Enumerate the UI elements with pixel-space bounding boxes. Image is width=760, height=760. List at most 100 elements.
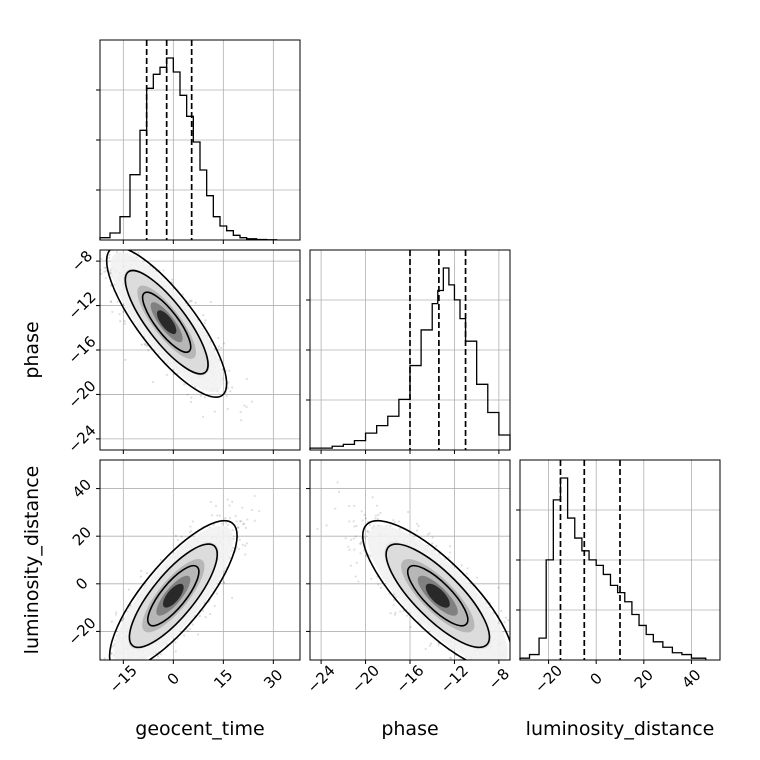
scatter-point bbox=[174, 534, 177, 537]
scatter-point bbox=[232, 537, 235, 540]
histogram-step-phase bbox=[309, 267, 511, 450]
scatter-point bbox=[374, 514, 377, 517]
scatter-point bbox=[237, 526, 240, 529]
scatter-point bbox=[224, 516, 227, 520]
scatter-point bbox=[189, 525, 192, 528]
scatter-point bbox=[374, 517, 377, 520]
scatter-point bbox=[188, 301, 191, 304]
scatter-point bbox=[109, 300, 113, 304]
scatter-point bbox=[348, 504, 351, 508]
scatter-point bbox=[204, 615, 207, 619]
scatter-point bbox=[187, 629, 190, 632]
scatter-point bbox=[105, 269, 108, 272]
scatter-point bbox=[242, 522, 246, 525]
scatter-point bbox=[492, 612, 495, 615]
scatter-panel-phase-vs-luminosity-distance bbox=[306, 459, 511, 664]
scatter-point bbox=[449, 551, 452, 554]
scatter-point bbox=[466, 572, 469, 575]
scatter-point bbox=[377, 583, 380, 586]
scatter-point bbox=[225, 394, 228, 398]
scatter-point bbox=[393, 521, 396, 524]
scatter-point bbox=[348, 520, 351, 523]
scatter-point bbox=[174, 641, 177, 644]
scatter-point bbox=[371, 496, 374, 499]
scatter-point bbox=[448, 656, 452, 659]
scatter-point bbox=[162, 269, 165, 272]
contour-line bbox=[128, 543, 219, 649]
contour-line bbox=[141, 291, 192, 354]
scatter-point bbox=[360, 510, 363, 513]
scatter-point bbox=[372, 525, 376, 528]
panel-frame bbox=[99, 249, 301, 451]
scatter-point bbox=[215, 592, 218, 595]
scatter-point bbox=[426, 533, 429, 536]
scatter-point bbox=[114, 613, 117, 616]
scatter-point bbox=[222, 580, 225, 583]
scatter-point bbox=[220, 346, 223, 349]
scatter-point bbox=[217, 336, 220, 340]
scatter-point bbox=[238, 547, 241, 551]
scatter-point bbox=[201, 609, 205, 613]
scatter-point bbox=[191, 520, 194, 523]
scatter-point bbox=[190, 401, 193, 404]
scatter-point bbox=[349, 564, 352, 567]
scatter-point bbox=[389, 612, 392, 615]
scatter-point bbox=[110, 652, 113, 655]
scatter-point bbox=[235, 520, 238, 523]
scatter-point bbox=[359, 542, 362, 545]
scatter-point bbox=[353, 525, 356, 528]
scatter-point bbox=[208, 612, 212, 616]
scatter-point bbox=[393, 613, 397, 616]
scatter-point bbox=[399, 610, 402, 613]
scatter-point bbox=[104, 277, 107, 280]
scatter-point bbox=[116, 300, 119, 303]
scatter-point bbox=[140, 569, 143, 573]
scatter-point bbox=[415, 522, 419, 526]
scatter-point bbox=[229, 557, 232, 560]
scatter-point bbox=[392, 603, 395, 607]
scatter-panel-geocent-time-vs-phase bbox=[96, 249, 301, 454]
scatter-point bbox=[214, 504, 218, 507]
scatter-point bbox=[450, 657, 453, 660]
scatter-point bbox=[147, 349, 150, 352]
scatter-point bbox=[110, 300, 113, 303]
scatter-point bbox=[359, 552, 362, 555]
scatter-point bbox=[362, 549, 366, 552]
scatter-point bbox=[389, 524, 392, 528]
scatter-point bbox=[165, 373, 168, 376]
scatter-point bbox=[364, 554, 368, 558]
scatter-point bbox=[394, 611, 397, 614]
scatter-point bbox=[246, 518, 249, 521]
scatter-point bbox=[123, 320, 126, 323]
scatter-point bbox=[370, 577, 373, 580]
scatter-point bbox=[244, 544, 247, 547]
scatter-point bbox=[242, 523, 245, 526]
scatter-point bbox=[240, 419, 243, 422]
scatter-point bbox=[140, 343, 143, 346]
density-peak bbox=[425, 583, 450, 608]
contour-line bbox=[406, 564, 469, 627]
scatter-point bbox=[364, 517, 367, 520]
scatter-point bbox=[217, 348, 220, 351]
scatter-point bbox=[204, 319, 207, 322]
scatter-point bbox=[226, 523, 229, 527]
scatter-point bbox=[359, 542, 362, 545]
scatter-point bbox=[176, 538, 180, 542]
scatter-point bbox=[350, 538, 353, 541]
scatter-point bbox=[197, 633, 200, 636]
scatter-point bbox=[108, 253, 111, 256]
scatter-point bbox=[139, 575, 142, 578]
scatter-point bbox=[189, 299, 192, 302]
scatter-point bbox=[220, 522, 223, 525]
scatter-point bbox=[119, 320, 122, 323]
scatter-point bbox=[406, 510, 410, 514]
scatter-point bbox=[127, 606, 131, 610]
scatter-point bbox=[497, 586, 500, 589]
scatter-point bbox=[424, 647, 427, 651]
scatter-point bbox=[231, 596, 234, 600]
scatter-point bbox=[174, 650, 177, 653]
scatter-point bbox=[245, 405, 248, 408]
scatter-point bbox=[429, 642, 433, 645]
scatter-point bbox=[253, 494, 256, 498]
scatter-point bbox=[198, 614, 201, 618]
